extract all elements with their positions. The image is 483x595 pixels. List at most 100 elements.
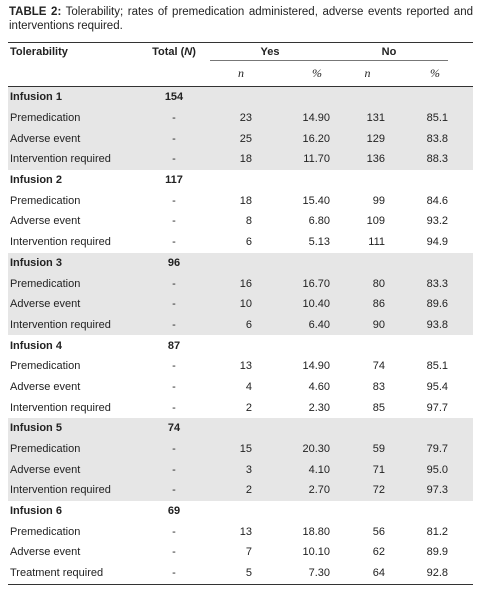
cell: 10.10 bbox=[302, 546, 330, 559]
header-text: ) bbox=[192, 45, 196, 58]
cell: 79.7 bbox=[385, 438, 449, 460]
empty-cell bbox=[448, 190, 473, 211]
data-row: Premedication - 18 15.40 99 84.6 bbox=[8, 190, 473, 211]
row-label: Intervention required bbox=[8, 314, 138, 336]
empty-cell bbox=[385, 418, 449, 439]
empty-cell bbox=[252, 501, 330, 522]
cell: 89.9 bbox=[426, 546, 449, 559]
cell: 10.40 bbox=[252, 293, 330, 315]
cell: 129 bbox=[330, 128, 385, 150]
empty-cell bbox=[330, 418, 385, 439]
cell: - bbox=[172, 525, 176, 538]
subheader-cell: % bbox=[385, 60, 449, 87]
cell: 2.70 bbox=[252, 480, 330, 501]
cell: 7 bbox=[245, 546, 252, 559]
empty-cell bbox=[385, 501, 448, 522]
empty-cell bbox=[448, 480, 474, 501]
row-label: Premedication bbox=[8, 273, 138, 294]
cell: - bbox=[172, 215, 176, 228]
row-label: Intervention required bbox=[8, 149, 138, 170]
empty-cell bbox=[385, 252, 449, 274]
cell: - bbox=[172, 546, 176, 559]
cell: 88.3 bbox=[385, 149, 449, 170]
header-cell: No bbox=[330, 42, 449, 61]
empty-cell bbox=[330, 501, 385, 522]
cell: 2.30 bbox=[308, 401, 330, 414]
cell: 97.7 bbox=[426, 401, 449, 414]
empty-cell bbox=[210, 418, 252, 439]
cell: 23 bbox=[210, 107, 252, 129]
data-row: Adverse event - 7 10.10 62 89.9 bbox=[8, 542, 473, 563]
cell: 89.6 bbox=[385, 293, 449, 315]
empty-cell bbox=[252, 418, 330, 439]
cell: 5 bbox=[210, 562, 252, 585]
cell: 25 bbox=[210, 128, 252, 150]
empty-cell bbox=[252, 335, 330, 356]
cell: 83.8 bbox=[385, 128, 449, 150]
empty-cell bbox=[210, 86, 252, 108]
header-symbol: N bbox=[184, 45, 193, 58]
cell: - bbox=[138, 480, 210, 501]
empty-cell bbox=[448, 170, 473, 191]
cell: 93.2 bbox=[426, 215, 449, 228]
subheader-cell bbox=[138, 60, 210, 87]
row-label: Adverse event bbox=[10, 215, 81, 228]
data-row: Premedication - 13 18.80 56 81.2 bbox=[8, 521, 473, 542]
table-body: Tolerability Total (N) Yes No n % n % In… bbox=[8, 42, 474, 585]
empty-cell bbox=[448, 562, 474, 585]
group-total: 154 bbox=[138, 86, 210, 108]
cell: 109 bbox=[366, 215, 385, 228]
empty-cell bbox=[448, 86, 474, 108]
empty-cell bbox=[385, 86, 449, 108]
group-row: Infusion 5 74 bbox=[8, 418, 474, 439]
cell: 16.20 bbox=[252, 128, 330, 150]
cell: 95.0 bbox=[385, 459, 449, 481]
cell: - bbox=[138, 293, 210, 315]
row-label: Premedication bbox=[8, 107, 138, 129]
row-label: Treatment required bbox=[8, 562, 138, 585]
cell: 15.40 bbox=[302, 194, 330, 207]
empty-cell bbox=[448, 397, 473, 418]
header-cell: Total (N) bbox=[138, 42, 210, 61]
cell: 85 bbox=[372, 401, 385, 414]
cell: - bbox=[138, 107, 210, 129]
group-label: Infusion 3 bbox=[8, 252, 138, 274]
cell: 95.4 bbox=[426, 380, 449, 393]
cell: 85.1 bbox=[426, 360, 449, 373]
empty-cell bbox=[448, 377, 473, 398]
cell: 20.30 bbox=[252, 438, 330, 460]
cell: - bbox=[138, 128, 210, 150]
cell: - bbox=[172, 236, 176, 249]
cell: 111 bbox=[368, 236, 385, 249]
cell: 6 bbox=[245, 236, 252, 249]
data-row: Intervention required -6 6.40 90 93.8 bbox=[8, 314, 474, 336]
cell: - bbox=[172, 194, 176, 207]
group-label: Infusion 6 bbox=[10, 505, 62, 518]
cell: 83 bbox=[372, 380, 385, 393]
data-row: Adverse event -3 4.10 71 95.0 bbox=[8, 459, 474, 481]
cell: 131 bbox=[330, 107, 385, 129]
cell: - bbox=[138, 314, 210, 336]
data-row: Premedication -16 16.70 80 83.3 bbox=[8, 273, 474, 294]
row-label: Adverse event bbox=[8, 128, 138, 150]
cell: - bbox=[138, 149, 210, 170]
subheader-cell bbox=[8, 60, 138, 87]
row-label: Adverse event bbox=[8, 293, 138, 315]
cell: - bbox=[138, 273, 210, 294]
header-row: Tolerability Total (N) Yes No bbox=[8, 42, 474, 61]
empty-cell bbox=[448, 501, 473, 522]
header-cell: Tolerability bbox=[8, 42, 138, 61]
cell: 80 bbox=[330, 273, 385, 294]
group-row: Infusion 4 87 bbox=[8, 335, 473, 356]
cell: 18.80 bbox=[302, 525, 330, 538]
cell: 7.30 bbox=[252, 562, 330, 585]
data-row: Adverse event -10 10.40 86 89.6 bbox=[8, 293, 474, 315]
empty-cell bbox=[448, 128, 474, 150]
data-row: Premedication - 13 14.90 74 85.1 bbox=[8, 356, 473, 377]
empty-cell bbox=[448, 293, 474, 315]
cell: 74 bbox=[372, 360, 385, 373]
group-total: 87 bbox=[167, 339, 181, 352]
cell: 4.10 bbox=[252, 459, 330, 481]
cell: 84.6 bbox=[426, 194, 449, 207]
cell: 59 bbox=[330, 438, 385, 460]
